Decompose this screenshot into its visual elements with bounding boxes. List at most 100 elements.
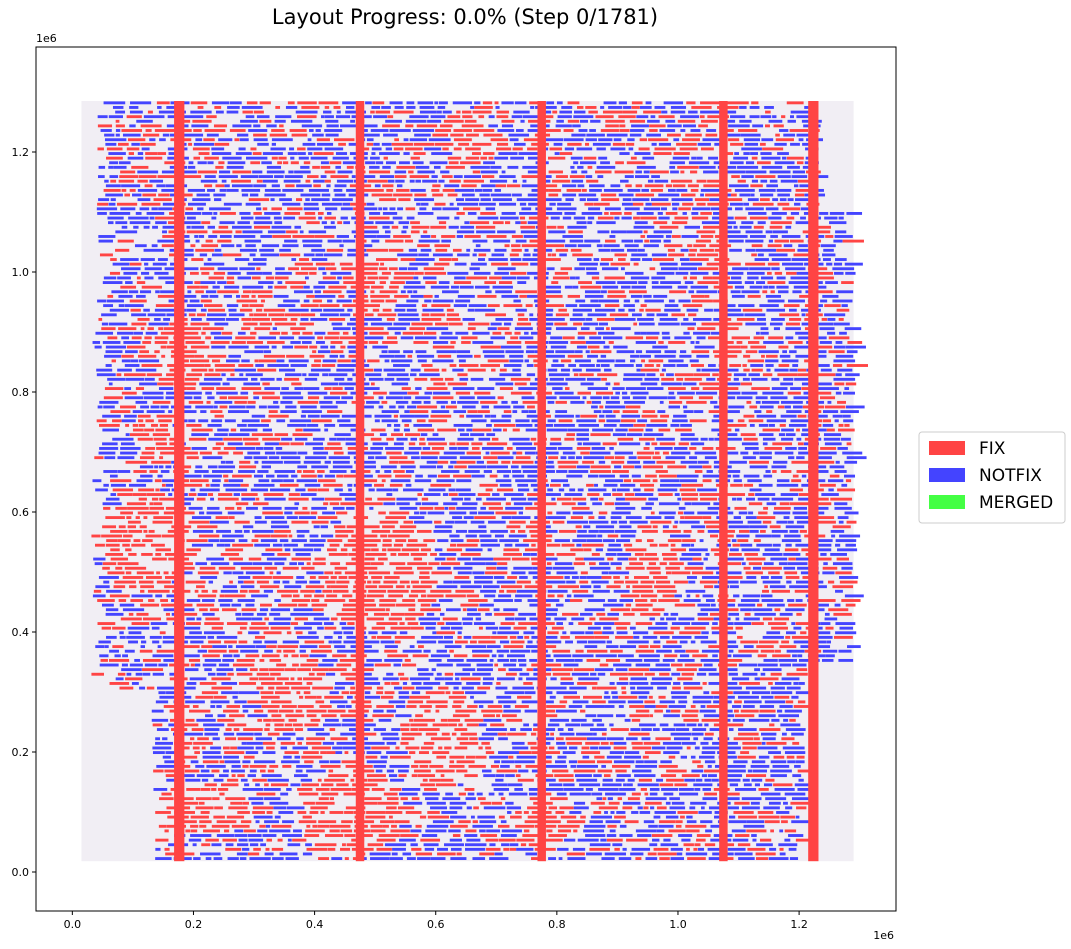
fix-cell — [797, 414, 807, 418]
notfix-cell — [103, 580, 110, 584]
notfix-cell — [252, 562, 273, 566]
notfix-cell — [823, 562, 828, 566]
notfix-cell — [421, 834, 438, 837]
fix-cell — [340, 502, 358, 506]
notfix-cell — [518, 511, 523, 515]
fix-cell — [628, 732, 650, 736]
notfix-cell — [643, 658, 660, 662]
fix-cell — [256, 672, 270, 676]
fix-cell — [796, 612, 802, 616]
notfix-cell — [751, 760, 766, 764]
notfix-cell — [473, 700, 494, 704]
notfix-cell — [745, 516, 757, 520]
notfix-cell — [388, 700, 406, 704]
fix-cell — [217, 718, 235, 722]
fix-cell — [846, 520, 857, 524]
fix-cell — [260, 299, 266, 303]
notfix-cell — [480, 589, 497, 593]
fix-cell — [748, 341, 760, 344]
notfix-cell — [457, 557, 471, 561]
fix-cell — [348, 354, 363, 358]
notfix-cell — [339, 313, 351, 317]
notfix-cell — [212, 479, 221, 483]
notfix-cell — [545, 308, 554, 312]
fix-cell — [742, 746, 757, 750]
fix-cell — [326, 751, 336, 755]
notfix-cell — [745, 686, 767, 690]
notfix-cell — [298, 336, 315, 340]
notfix-cell — [283, 299, 300, 303]
notfix-cell — [142, 391, 164, 395]
notfix-cell — [310, 317, 328, 321]
notfix-cell — [637, 834, 652, 837]
notfix-cell — [547, 419, 556, 423]
notfix-cell — [280, 400, 293, 404]
notfix-cell — [423, 682, 441, 685]
fix-cell — [250, 331, 257, 335]
fix-cell — [225, 737, 237, 741]
fix-cell — [625, 336, 644, 340]
fix-cell — [503, 428, 507, 432]
fix-cell — [697, 764, 704, 768]
fix-cell — [241, 317, 252, 321]
fix-cell — [527, 815, 543, 819]
fix-cell — [503, 847, 510, 851]
notfix-cell — [501, 760, 515, 764]
notfix-cell — [307, 391, 328, 395]
notfix-cell — [776, 483, 799, 487]
notfix-cell — [486, 497, 506, 501]
fix-cell — [798, 493, 811, 496]
notfix-cell — [220, 589, 238, 593]
fix-cell — [324, 778, 345, 782]
notfix-cell — [517, 658, 527, 662]
notfix-cell — [191, 543, 213, 547]
notfix-cell — [602, 631, 614, 635]
notfix-cell — [661, 788, 679, 791]
fix-cell — [370, 824, 383, 828]
fix-cell — [204, 304, 223, 308]
fix-cell — [485, 838, 499, 842]
notfix-cell — [743, 474, 760, 478]
notfix-cell — [229, 405, 246, 409]
notfix-cell — [555, 603, 564, 607]
notfix-cell — [246, 405, 256, 409]
fix-cell — [304, 640, 325, 644]
fix-cell — [334, 571, 342, 575]
notfix-cell — [489, 857, 509, 860]
fix-cell — [697, 617, 714, 621]
fix-cell — [445, 691, 451, 695]
fix-cell — [614, 847, 620, 851]
notfix-cell — [649, 668, 671, 672]
notfix-cell — [830, 529, 845, 533]
fix-cell — [457, 635, 462, 639]
notfix-cell — [800, 571, 809, 575]
notfix-cell — [393, 663, 401, 667]
fix-cell — [421, 313, 430, 317]
notfix-cell — [752, 769, 768, 773]
fix-cell — [417, 529, 432, 533]
fix-cell — [686, 847, 690, 851]
fix-cell — [651, 834, 673, 837]
notfix-cell — [472, 649, 493, 653]
notfix-cell — [545, 322, 554, 326]
notfix-cell — [731, 539, 737, 543]
notfix-cell — [503, 663, 517, 667]
fix-cell — [217, 788, 229, 791]
notfix-cell — [496, 580, 516, 584]
fix-cell — [528, 843, 540, 847]
fix-cell — [661, 552, 677, 556]
notfix-cell — [707, 529, 720, 533]
notfix-cell — [689, 806, 696, 810]
fix-cell — [472, 654, 490, 658]
notfix-cell — [341, 414, 363, 418]
fix-cell — [742, 741, 762, 745]
fix-cell — [590, 465, 611, 469]
fix-cell — [790, 801, 809, 805]
fix-cell — [308, 396, 320, 400]
fix-cell — [271, 847, 284, 851]
notfix-cell — [105, 497, 120, 501]
fix-cell — [303, 594, 312, 598]
notfix-cell — [347, 308, 353, 312]
fix-cell — [389, 456, 408, 460]
fix-cell — [835, 571, 852, 575]
